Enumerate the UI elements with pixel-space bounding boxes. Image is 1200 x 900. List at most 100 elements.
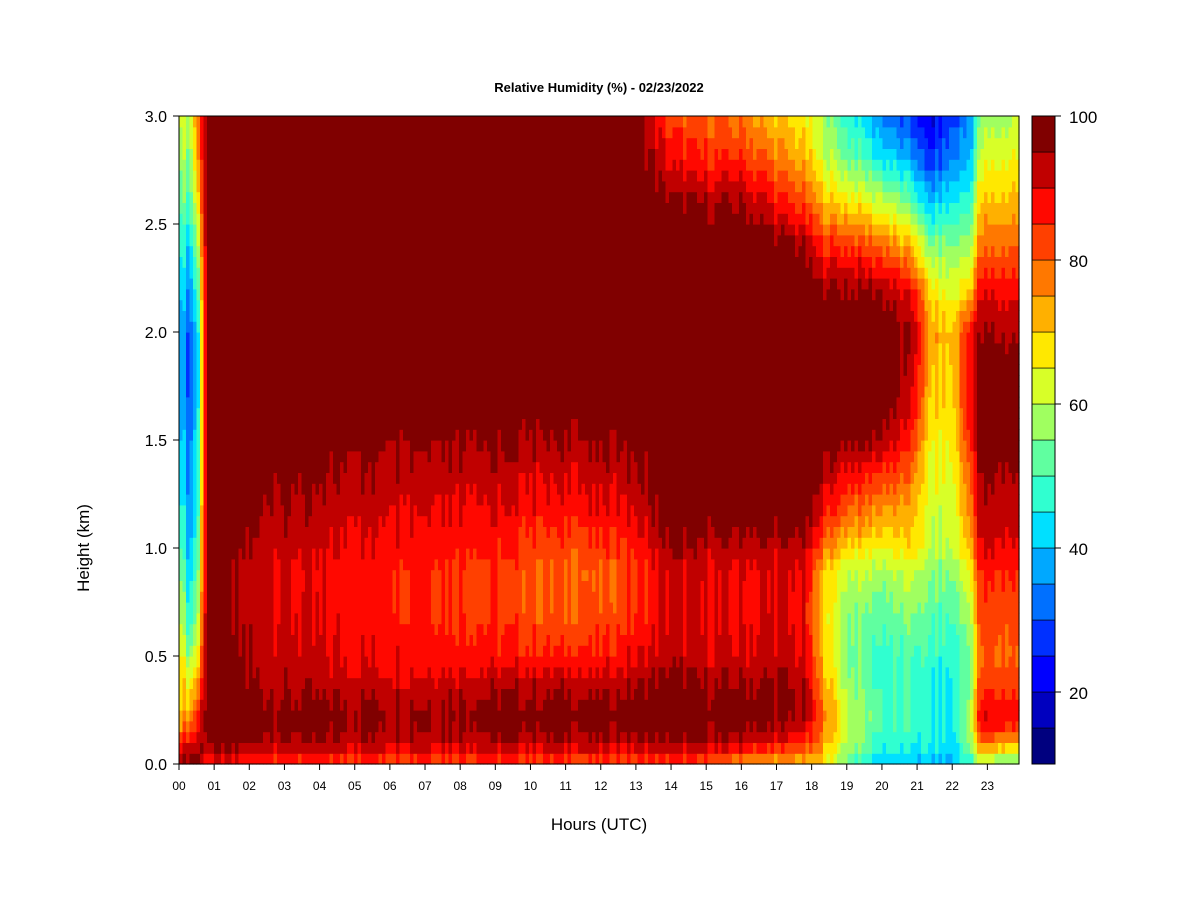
heatmap-cell — [406, 710, 411, 722]
heatmap-cell — [434, 656, 439, 668]
heatmap-cell — [242, 278, 247, 290]
heatmap-cell — [266, 202, 271, 214]
heatmap-cell — [385, 159, 390, 171]
heatmap-cell — [179, 224, 184, 236]
heatmap-cell — [231, 148, 236, 160]
heatmap-cell — [336, 234, 341, 247]
heatmap-cell — [315, 126, 320, 139]
heatmap-cell — [434, 332, 439, 344]
heatmap-cell — [189, 288, 194, 301]
heatmap-cell — [186, 234, 191, 247]
heatmap-cell — [182, 710, 187, 722]
heatmap-cell — [273, 602, 278, 614]
heatmap-cell — [193, 332, 198, 344]
heatmap-cell — [392, 753, 397, 765]
heatmap-cell — [217, 364, 222, 376]
heatmap-cell — [256, 407, 261, 419]
heatmap-cell — [434, 288, 439, 301]
heatmap-cell — [294, 472, 299, 484]
heatmap-cell — [427, 710, 432, 722]
heatmap-cell — [347, 526, 352, 538]
heatmap-cell — [280, 461, 285, 473]
heatmap-cell — [343, 213, 348, 225]
heatmap-cell — [221, 245, 226, 257]
heatmap-cell — [186, 645, 191, 657]
heatmap-cell — [357, 267, 362, 279]
heatmap-cell — [329, 288, 334, 301]
heatmap-cell — [315, 288, 320, 301]
heatmap-cell — [256, 353, 261, 365]
heatmap-cell — [420, 526, 425, 538]
heatmap-cell — [235, 353, 240, 365]
heatmap-cell — [196, 288, 201, 301]
heatmap-cell — [466, 440, 471, 452]
heatmap-cell — [287, 418, 292, 430]
heatmap-cell — [462, 666, 467, 679]
heatmap-cell — [291, 137, 296, 149]
heatmap-cell — [252, 353, 257, 365]
heatmap-cell — [406, 612, 411, 625]
heatmap-cell — [207, 688, 212, 700]
heatmap-cell — [224, 407, 229, 419]
heatmap-cell — [392, 710, 397, 722]
heatmap-cell — [207, 245, 212, 257]
heatmap-cell — [308, 688, 313, 700]
heatmap-cell — [249, 202, 254, 214]
heatmap-cell — [438, 612, 443, 625]
heatmap-cell — [189, 256, 194, 268]
heatmap-cell — [287, 407, 292, 419]
heatmap-cell — [280, 548, 285, 560]
heatmap-cell — [389, 191, 394, 203]
heatmap-cell — [214, 407, 219, 419]
heatmap-cell — [235, 396, 240, 409]
heatmap-cell — [399, 159, 404, 171]
heatmap-cell — [448, 450, 453, 463]
heatmap-cell — [179, 310, 184, 322]
heatmap-cell — [298, 407, 303, 419]
heatmap-cell — [224, 731, 229, 743]
heatmap-cell — [203, 731, 208, 743]
heatmap-cell — [326, 494, 331, 506]
heatmap-cell — [200, 364, 205, 376]
heatmap-cell — [389, 558, 394, 571]
heatmap-cell — [193, 116, 198, 128]
heatmap-cell — [189, 332, 194, 344]
heatmap-cell — [445, 288, 450, 301]
heatmap-cell — [252, 202, 257, 214]
heatmap-cell — [399, 364, 404, 376]
heatmap-cell — [382, 753, 387, 765]
heatmap-cell — [347, 245, 352, 257]
heatmap-cell — [196, 224, 201, 236]
heatmap-cell — [354, 753, 359, 765]
heatmap-cell — [277, 364, 282, 376]
heatmap-cell — [273, 126, 278, 139]
heatmap-cell — [291, 234, 296, 247]
heatmap-cell — [350, 483, 355, 495]
heatmap-cell — [266, 170, 271, 182]
heatmap-cell — [270, 202, 275, 214]
heatmap-cell — [378, 526, 383, 538]
heatmap-cell — [347, 202, 352, 214]
heatmap-cell — [389, 742, 394, 754]
heatmap-cell — [284, 731, 289, 743]
heatmap-cell — [354, 310, 359, 322]
heatmap-cell — [375, 526, 380, 538]
heatmap-cell — [284, 440, 289, 452]
heatmap-cell — [333, 170, 338, 182]
heatmap-cell — [417, 429, 422, 441]
heatmap-cell — [259, 213, 264, 225]
heatmap-cell — [315, 299, 320, 311]
heatmap-cell — [298, 591, 303, 603]
heatmap-cell — [417, 375, 422, 387]
heatmap-cell — [252, 677, 257, 689]
heatmap-cell — [434, 256, 439, 268]
heatmap-cell — [445, 483, 450, 495]
heatmap-cell — [410, 234, 415, 247]
heatmap-cell — [333, 213, 338, 225]
heatmap-cell — [420, 666, 425, 679]
heatmap-cell — [270, 418, 275, 430]
heatmap-cell — [242, 364, 247, 376]
heatmap-cell — [452, 116, 457, 128]
heatmap-cell — [200, 504, 205, 517]
heatmap-cell — [347, 418, 352, 430]
